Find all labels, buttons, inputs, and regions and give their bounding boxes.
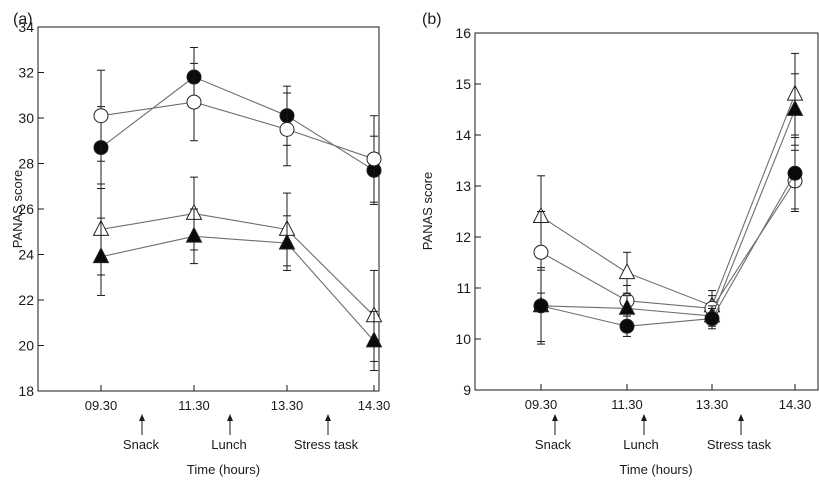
event-arrow-head xyxy=(325,414,331,421)
series-line xyxy=(100,76,375,171)
series-line xyxy=(100,101,375,160)
event-label: Stress task xyxy=(294,437,359,452)
data-point xyxy=(533,244,549,260)
y-tick-label: 11 xyxy=(456,280,471,296)
data-point xyxy=(93,108,109,124)
event-label: Lunch xyxy=(211,437,246,452)
y-tick-label: 14 xyxy=(455,127,471,143)
data-point xyxy=(787,165,803,181)
x-tick-label: 14.30 xyxy=(358,398,391,413)
data-point xyxy=(365,331,383,348)
y-tick-label: 24 xyxy=(18,247,34,263)
x-axis-label: Time (hours) xyxy=(187,462,260,477)
event-label: Snack xyxy=(535,437,572,452)
event-label: Snack xyxy=(123,437,160,452)
series-filled-circle xyxy=(93,46,382,205)
x-tick-label: 09.30 xyxy=(525,397,558,412)
series-filled-triangle xyxy=(532,73,804,345)
y-tick-label: 28 xyxy=(18,156,34,172)
panel-label: (b) xyxy=(422,11,442,28)
series-line xyxy=(540,180,796,309)
x-tick-label: 14.30 xyxy=(779,397,812,412)
y-tick-label: 16 xyxy=(455,25,471,41)
data-point xyxy=(618,262,636,280)
x-tick-label: 09.30 xyxy=(85,398,118,413)
y-tick-label: 15 xyxy=(455,76,471,92)
y-tick-label: 32 xyxy=(18,65,34,81)
data-point xyxy=(278,233,296,250)
y-tick-label: 30 xyxy=(18,110,34,126)
y-tick-label: 10 xyxy=(455,331,471,347)
event-arrow-head xyxy=(552,414,558,421)
series-line xyxy=(540,93,796,307)
panel-label: (a) xyxy=(13,11,33,28)
event-label: Stress task xyxy=(707,437,772,452)
data-point xyxy=(186,94,202,110)
x-tick-label: 11.30 xyxy=(178,398,210,413)
y-tick-label: 9 xyxy=(463,382,471,398)
series-line xyxy=(540,172,796,327)
y-tick-label: 18 xyxy=(18,383,34,399)
y-tick-label: 26 xyxy=(18,201,34,217)
x-tick-label: 13.30 xyxy=(271,398,304,413)
event-arrow-head xyxy=(738,414,744,421)
data-point xyxy=(185,226,203,243)
data-point xyxy=(618,298,636,315)
chart-panel-a: (a) 18 20 22 24 26 28 30 32 34 09.30 11.30 13.30 14.3… xyxy=(10,11,390,477)
event-label: Lunch xyxy=(623,437,658,452)
y-axis-label: PANAS score xyxy=(420,172,435,251)
data-point xyxy=(533,298,549,314)
y-tick-label: 12 xyxy=(455,229,471,245)
y-axis-label: PANAS score xyxy=(10,170,25,249)
series-open-triangle xyxy=(92,176,383,362)
series-line xyxy=(100,235,375,342)
plot-frame xyxy=(474,32,819,391)
y-tick-label: 34 xyxy=(18,19,34,35)
data-point xyxy=(366,151,382,167)
x-tick-label: 13.30 xyxy=(696,397,729,412)
data-point xyxy=(279,121,295,137)
series-line xyxy=(540,109,796,317)
event-arrow-head xyxy=(641,414,647,421)
data-point xyxy=(704,311,720,327)
x-tick-label: 11.30 xyxy=(611,397,643,412)
data-point xyxy=(619,318,635,334)
x-axis-label: Time (hours) xyxy=(619,462,692,477)
series-line xyxy=(100,212,375,317)
y-tick-label: 20 xyxy=(18,338,34,354)
series-filled-triangle xyxy=(92,208,383,372)
y-tick-label: 13 xyxy=(455,178,471,194)
data-point xyxy=(786,99,804,116)
event-arrow-head xyxy=(227,414,233,421)
event-arrow-head xyxy=(139,414,145,421)
y-tick-label: 22 xyxy=(18,292,34,308)
data-point xyxy=(92,247,110,264)
series-filled-circle xyxy=(533,137,803,343)
chart-panel-b: (b) 9 10 11 12 13 14 15 16 09.30 11.30 13.30 14.30 PA… xyxy=(420,11,819,477)
series-open-circle xyxy=(533,149,803,322)
plot-frame xyxy=(37,26,380,392)
series-open-triangle xyxy=(532,52,804,322)
series-open-circle xyxy=(93,62,382,203)
